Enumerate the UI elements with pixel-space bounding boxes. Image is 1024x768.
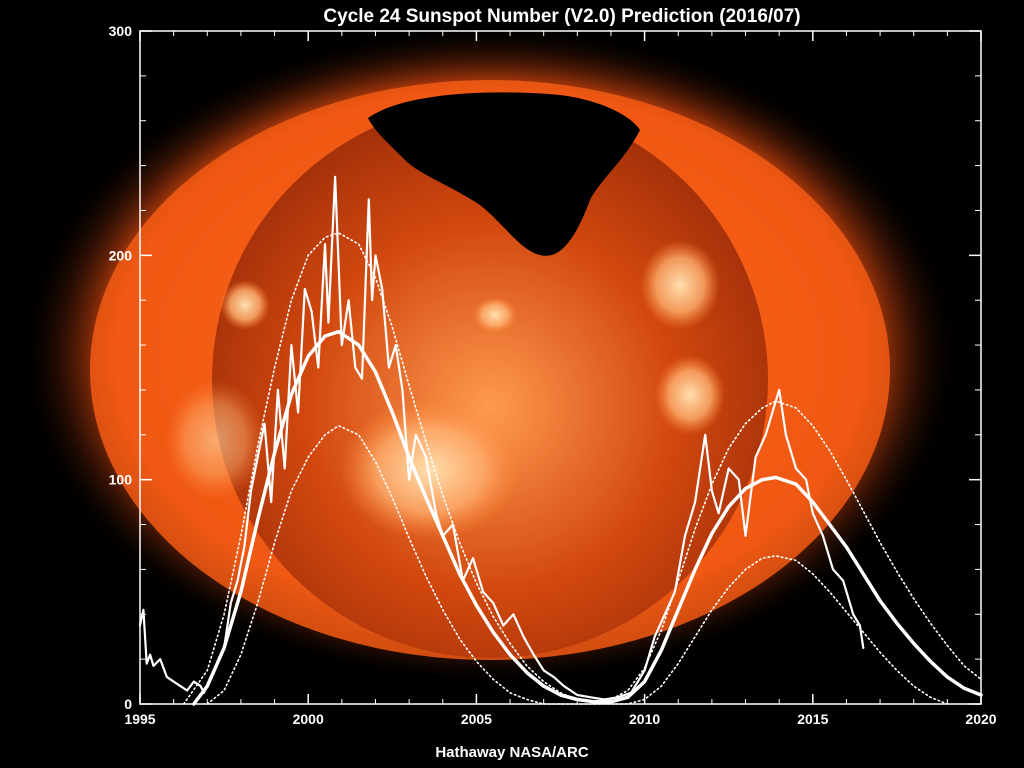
sun-background-image <box>20 25 960 685</box>
active-region-top <box>473 297 517 333</box>
x-tick-label: 2010 <box>629 711 660 727</box>
active-region-center <box>340 400 520 540</box>
active-region-left <box>220 280 270 330</box>
y-tick-label: 100 <box>109 472 133 488</box>
axis-tick-labels: 1995 2000 2005 2010 2015 2020 0 100 200 300 <box>109 23 997 727</box>
lower-bound-dotted-line <box>206 424 949 705</box>
x-tick-label: 2020 <box>965 711 996 727</box>
y-tick-label: 0 <box>124 696 132 712</box>
plot-frame <box>139 30 982 705</box>
x-tick-label: 2005 <box>461 711 492 727</box>
corona-glow-left <box>165 380 265 500</box>
x-tick-label: 2015 <box>797 711 828 727</box>
coronal-hole <box>368 92 640 256</box>
sun-disk <box>212 102 768 658</box>
series-layer <box>138 175 983 706</box>
active-region-right-low <box>655 355 725 435</box>
chart-title: Cycle 24 Sunspot Number (V2.0) Predictio… <box>323 6 800 27</box>
x-tick-label: 1995 <box>124 711 155 727</box>
y-tick-label: 200 <box>109 247 133 263</box>
active-region-right <box>640 240 720 330</box>
x-tick-label: 2000 <box>293 711 324 727</box>
y-tick-label: 300 <box>109 23 133 39</box>
upper-bound-dotted-line <box>182 232 982 705</box>
axis-ticks <box>139 30 982 705</box>
chart-credit: Hathaway NASA/ARC <box>435 744 589 761</box>
